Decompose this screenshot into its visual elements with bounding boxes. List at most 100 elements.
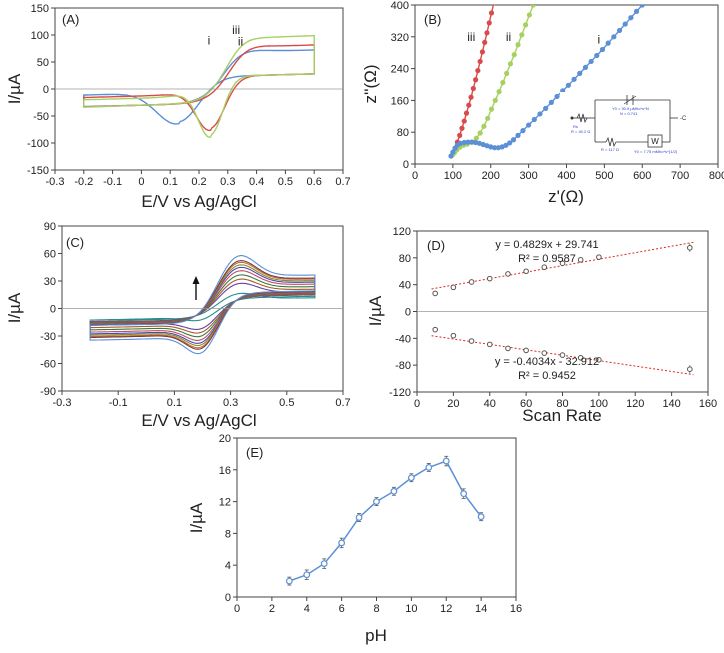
panel-a-label: (A) [62, 12, 79, 27]
data-point [577, 354, 584, 361]
nyquist-point [503, 142, 509, 148]
x-tick-label: 0 [138, 176, 144, 188]
nyquist-point [492, 5, 496, 6]
nyquist-point [537, 111, 543, 117]
data-point [505, 345, 511, 352]
x-tick-label: 8 [373, 603, 379, 615]
x-tick-label: 0.7 [335, 176, 350, 188]
circuit-cpe-n: N = 0.741 [620, 111, 638, 116]
data-point [355, 514, 363, 521]
anodic-fit-equation: y = 0.4829x + 29.741 [495, 239, 598, 251]
x-tick-label: 600 [633, 170, 651, 182]
cv-scan-curve [89, 255, 316, 355]
nyquist-point [457, 132, 463, 138]
y-tick-label: -150 [27, 165, 49, 177]
nyquist-point [461, 139, 467, 146]
y-tick-label: 90 [44, 221, 56, 233]
data-point [559, 260, 566, 267]
circuit-cpe-value: Y0 = 30.9 µMho*s^N [612, 106, 649, 111]
data-point [577, 257, 584, 263]
nyquist-series-i [448, 5, 645, 159]
data-point [523, 268, 529, 275]
circuit-terminal-icon: -C [680, 116, 687, 122]
nyquist-point [520, 128, 526, 134]
nyquist-point [477, 58, 483, 65]
data-point [523, 347, 529, 354]
y-tick-label: 80 [399, 253, 411, 265]
cv-curve-iii [83, 35, 315, 138]
nyquist-point [491, 145, 498, 151]
nyquist-point [526, 12, 532, 18]
nyquist-point [469, 139, 475, 145]
warburg-element-icon [647, 134, 663, 148]
y-tick-label: -100 [27, 138, 49, 150]
nyquist-point [565, 82, 571, 88]
nyquist-point [543, 105, 549, 111]
nyquist-point [507, 61, 514, 67]
data-point [450, 284, 457, 291]
cathodic-fit-r2: R² = 0.9452 [518, 370, 576, 382]
panel-b-label: (B) [424, 12, 441, 27]
data-point [442, 457, 450, 465]
y-tick-label: -90 [40, 386, 56, 398]
y-tick-label: -60 [40, 359, 56, 371]
x-tick-label: 120 [626, 398, 644, 410]
nyquist-point [588, 58, 594, 65]
nyquist-point [571, 76, 577, 82]
series-label-ii: ii [238, 34, 243, 48]
x-tick-label: 100 [590, 398, 608, 410]
y-tick-label: 0 [50, 304, 56, 316]
nyquist-point [484, 30, 490, 36]
x-tick-label: 0 [412, 170, 418, 182]
x-tick-label: 80 [556, 398, 568, 410]
x-tick-label: 20 [447, 398, 459, 410]
x-tick-label: 12 [440, 603, 452, 615]
nyquist-point [611, 34, 617, 40]
nyquist-point [481, 123, 487, 129]
data-point [468, 279, 475, 285]
resistor-rs-icon [576, 112, 588, 124]
x-tick-label: 0.1 [167, 397, 182, 409]
nyquist-point [466, 102, 472, 108]
data-point [596, 254, 602, 260]
x-tick-label: 2 [269, 603, 275, 615]
circuit-rs-label: Rs [573, 124, 578, 129]
data-point [486, 275, 493, 282]
x-tick-label: 0.3 [223, 397, 238, 409]
data-point [541, 264, 548, 271]
x-tick-label: 200 [482, 170, 500, 182]
series-label-i: i [598, 33, 601, 47]
data-point [373, 498, 380, 506]
data-point [450, 332, 457, 339]
y-tick-label: 4 [225, 560, 231, 572]
data-point [390, 487, 398, 495]
data-point [687, 366, 693, 372]
ph-series-line [289, 460, 482, 582]
x-tick-label: -0.3 [53, 397, 72, 409]
circuit-w-value: Y0 = 7.75 mMho*s^(1/2) [634, 149, 678, 154]
x-tick-label: 700 [671, 170, 689, 182]
nyquist-point [594, 52, 600, 59]
nyquist-point [488, 106, 495, 112]
cv-curve-ii [83, 44, 315, 132]
nyquist-point [470, 85, 476, 92]
y-tick-label: 0 [43, 84, 49, 96]
nyquist-point [448, 153, 454, 159]
panel-d: 0 20 40 60 80 100 120 140 160-120-80-4004080120 … [366, 226, 717, 425]
panel-c: -0.3 -0.1 0.1 0.3 0.5 0.7 -90 -60 -30 0 30 60 90 (C)… [5, 221, 351, 430]
nyquist-point [463, 110, 470, 116]
cv-scan-curve [89, 260, 316, 350]
y-tick-label: 0 [225, 592, 231, 604]
x-tick-label: -0.1 [103, 176, 122, 188]
nyquist-point [507, 140, 513, 146]
nyquist-point [633, 8, 640, 14]
nyquist-series-iii [450, 5, 496, 157]
y-tick-label: 100 [31, 30, 49, 42]
cv-curve-i [83, 49, 315, 125]
y-tick-label: 80 [397, 127, 409, 139]
x-tick-label: 0.1 [163, 176, 178, 188]
x-tick-label: 60 [520, 398, 532, 410]
nyquist-point [488, 10, 495, 16]
nyquist-point [582, 64, 589, 71]
panel-c-ylabel: I/µA [5, 292, 24, 323]
